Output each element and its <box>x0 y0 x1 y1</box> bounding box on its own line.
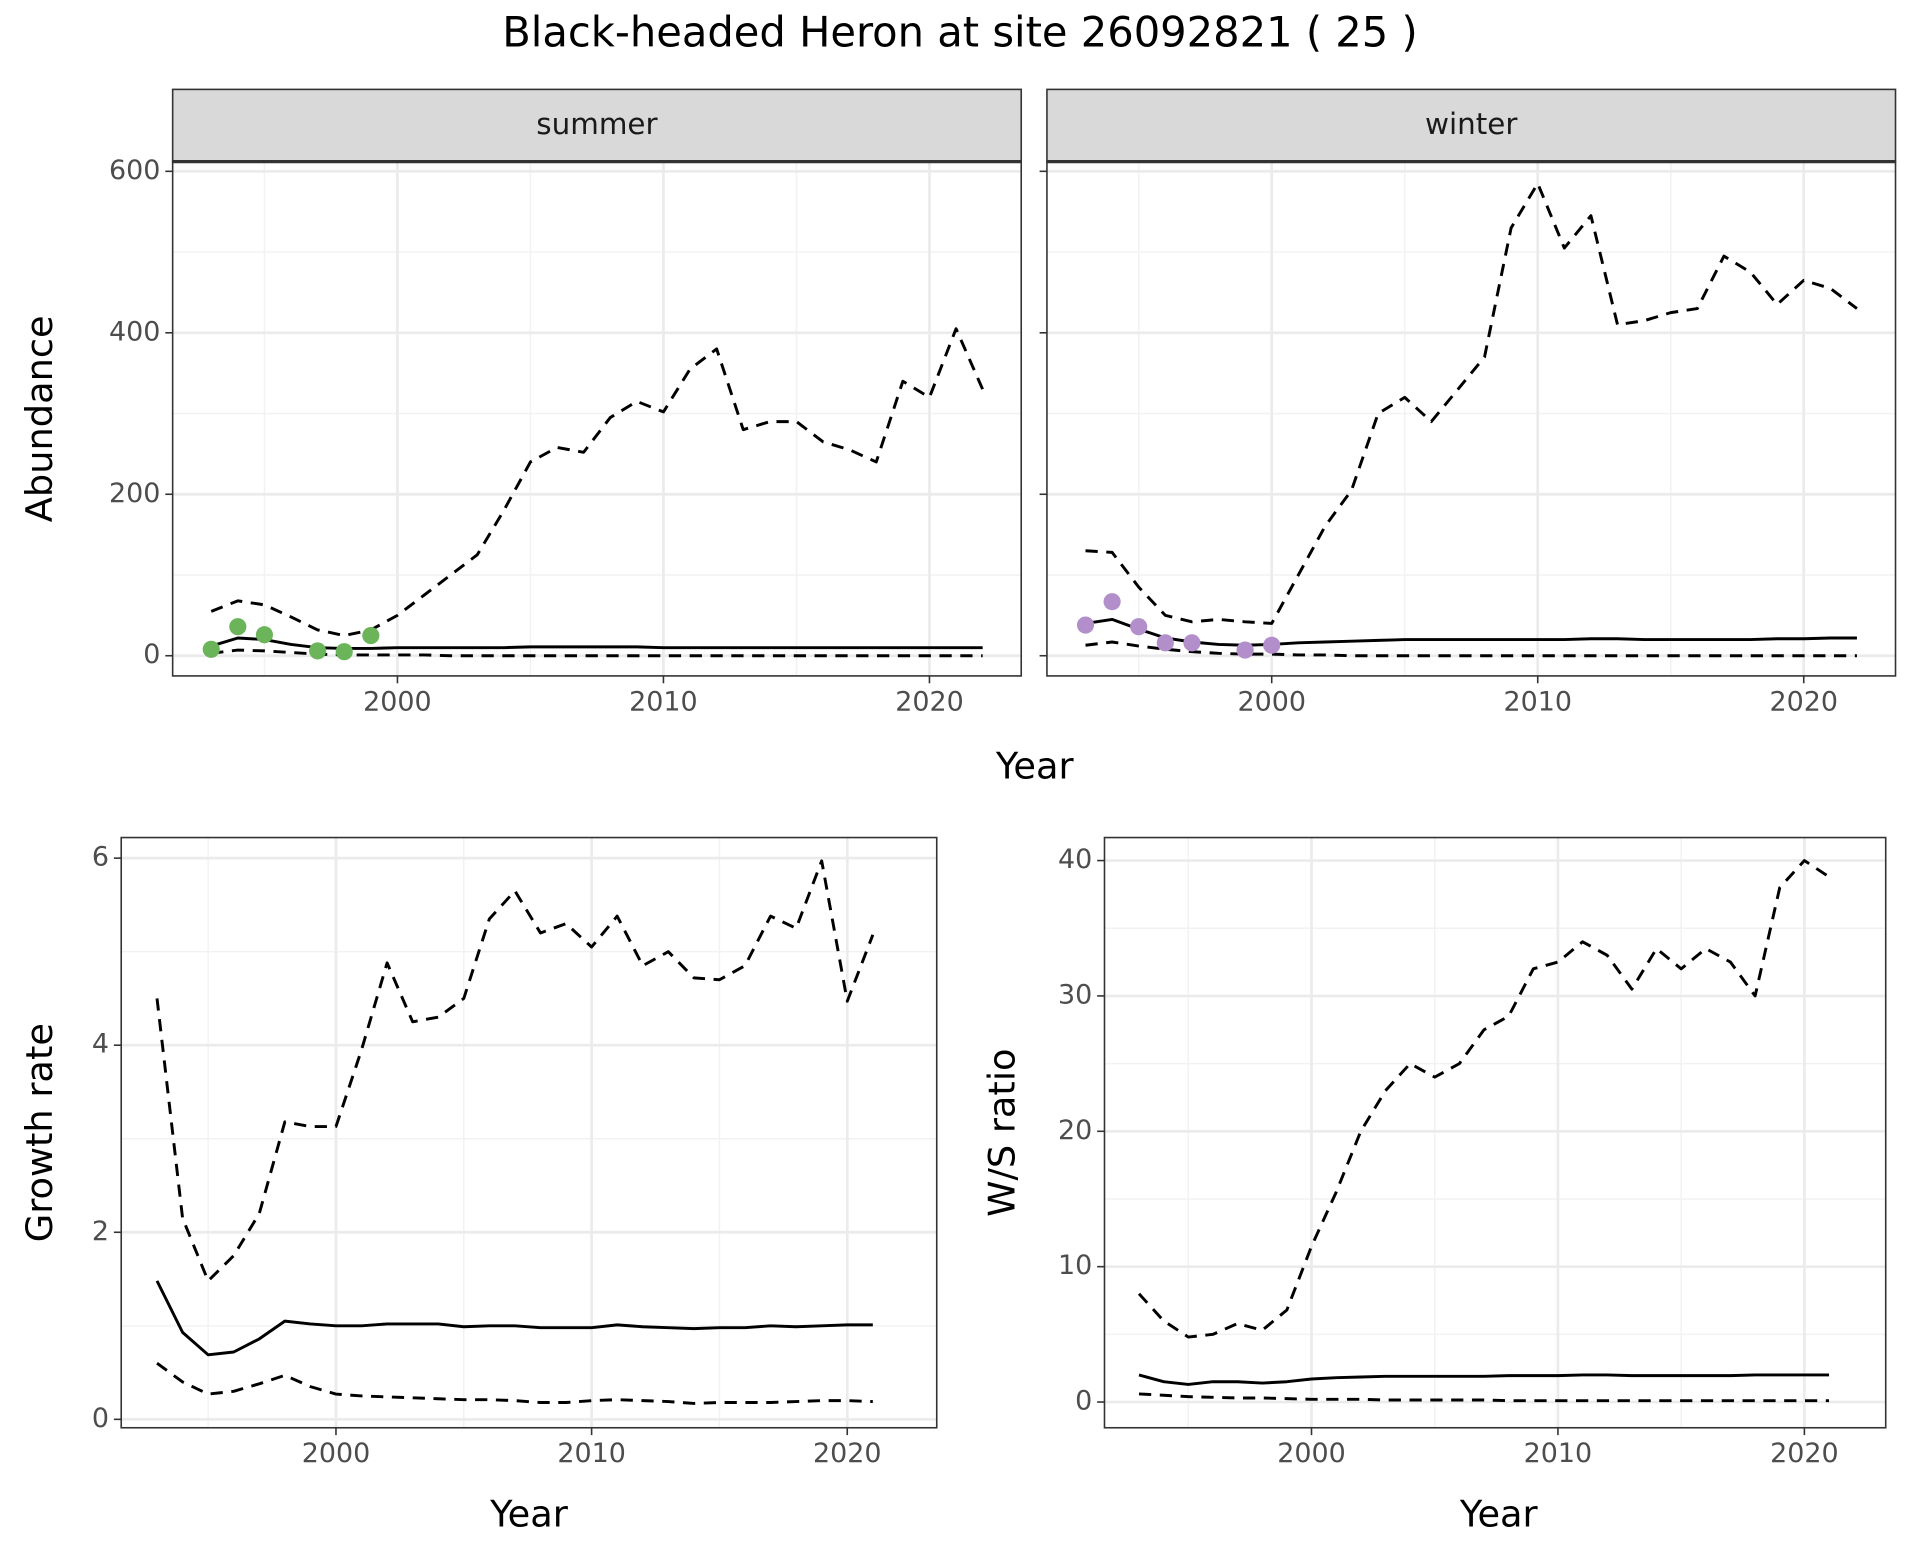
data-point <box>335 643 353 661</box>
x-tick-label: 2020 <box>895 686 964 717</box>
data-point <box>1183 634 1201 652</box>
panel-background <box>121 837 937 1428</box>
series-line <box>1085 617 1857 647</box>
y-tick-label: 40 <box>1058 844 1092 875</box>
y-tick-label: 2 <box>92 1216 109 1247</box>
y-tick-label: 0 <box>143 639 160 670</box>
series-line <box>155 859 875 1283</box>
data-point <box>1156 634 1174 652</box>
y-tick-label: 10 <box>1058 1250 1092 1281</box>
y-tick-label: 600 <box>109 155 160 186</box>
x-axis-title: Year <box>489 1492 569 1535</box>
series-line <box>1137 859 1830 1339</box>
data-point <box>362 626 380 645</box>
y-tick-label: 200 <box>109 478 160 509</box>
data-point <box>1076 616 1095 634</box>
y-tick-label: 400 <box>109 316 160 347</box>
y-tick-label: 0 <box>1075 1386 1092 1417</box>
facet-strip <box>1046 88 1897 163</box>
y-tick-label: 6 <box>92 842 109 873</box>
x-tick-label: 2000 <box>302 1438 371 1469</box>
panel-background <box>1046 161 1896 676</box>
series-line <box>156 1362 873 1405</box>
x-tick-label: 2020 <box>1769 686 1838 717</box>
x-tick-label: 2010 <box>1503 686 1572 717</box>
series-line <box>1138 1373 1830 1386</box>
facet-label: summer <box>536 107 658 141</box>
data-point <box>309 642 327 660</box>
x-tick-label: 2000 <box>363 686 432 717</box>
panel-border <box>120 836 938 1429</box>
facet-strip <box>171 88 1023 163</box>
x-axis-title: Year <box>995 744 1075 787</box>
panel-background <box>1104 837 1886 1428</box>
data-point <box>1236 641 1254 659</box>
panel-background <box>172 161 1022 676</box>
facet-label: winter <box>1425 107 1518 141</box>
series-line <box>1085 640 1857 658</box>
series-line <box>1085 181 1858 625</box>
data-point <box>229 618 247 636</box>
data-point <box>1263 636 1281 654</box>
y-axis-title: Abundance <box>18 315 61 522</box>
x-tick-label: 2010 <box>1524 1438 1593 1469</box>
data-point <box>1103 593 1121 611</box>
x-tick-label: 2010 <box>629 686 698 717</box>
data-point <box>202 640 220 658</box>
series-line <box>210 327 984 638</box>
data-point <box>255 626 273 644</box>
x-tick-label: 2010 <box>557 1438 626 1469</box>
y-tick-label: 0 <box>92 1403 109 1434</box>
chart-title: Black-headed Heron at site 26092821 ( 25… <box>502 8 1417 57</box>
x-tick-label: 2000 <box>1277 1438 1346 1469</box>
panel-border <box>1103 836 1887 1429</box>
series-line <box>1138 1392 1830 1403</box>
y-axis-title: W/S ratio <box>981 1048 1024 1216</box>
y-axis-title: Growth rate <box>18 1023 61 1242</box>
x-tick-label: 2020 <box>813 1438 882 1469</box>
y-tick-label: 20 <box>1058 1115 1092 1146</box>
data-point <box>1130 618 1148 636</box>
series-line <box>155 1280 873 1357</box>
x-axis-title: Year <box>1459 1492 1539 1535</box>
x-tick-label: 2000 <box>1237 686 1306 717</box>
y-tick-label: 30 <box>1058 979 1092 1010</box>
x-tick-label: 2020 <box>1770 1438 1839 1469</box>
y-tick-label: 4 <box>92 1029 109 1060</box>
